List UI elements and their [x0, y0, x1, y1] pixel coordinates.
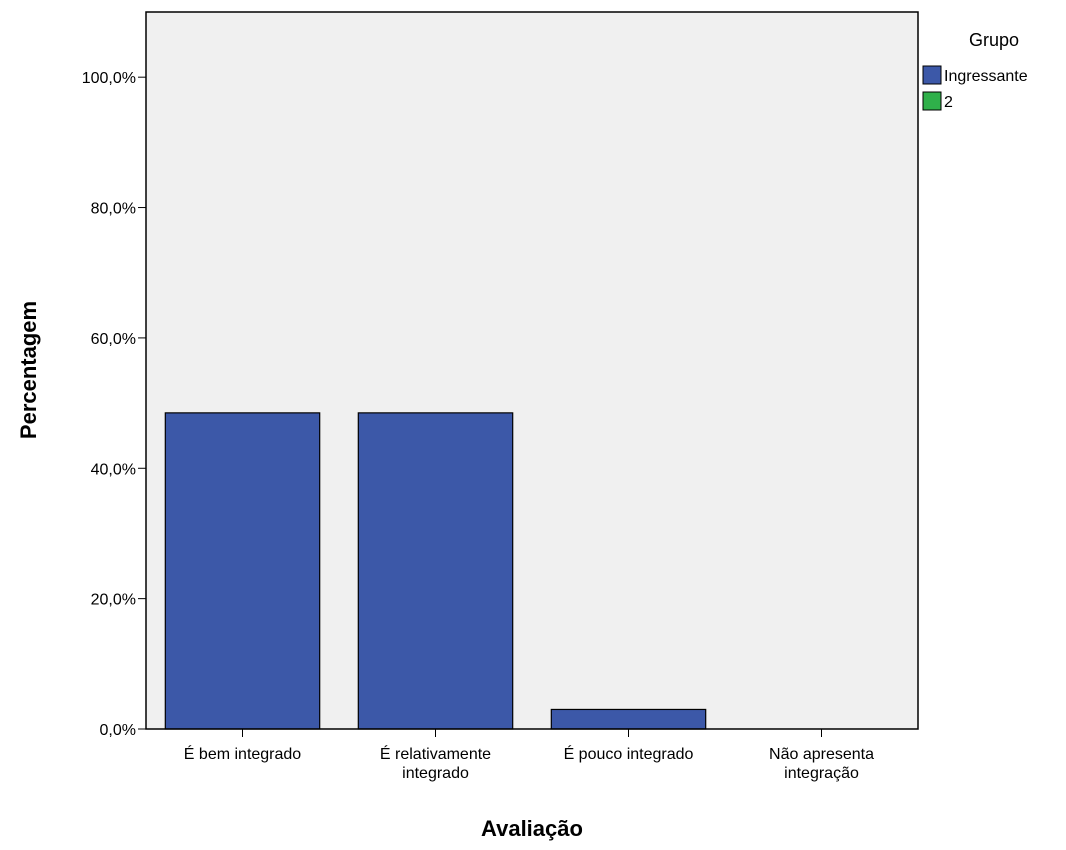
legend-entry-label: Ingressante	[944, 68, 1028, 85]
legend-title: Grupo	[969, 30, 1019, 50]
y-tick-label: 20,0%	[91, 592, 136, 609]
x-tick-label: Não apresenta integração	[769, 746, 874, 782]
x-tick-label: É pouco integrado	[564, 744, 694, 763]
bar	[550, 708, 707, 730]
legend-entry-label: 2	[944, 94, 953, 111]
y-tick-label: 0,0%	[100, 722, 136, 739]
legend-swatch	[922, 65, 942, 85]
plot-frame	[145, 11, 919, 730]
x-tick-label: É bem integrado	[184, 744, 302, 763]
y-tick-label: 80,0%	[91, 201, 136, 218]
y-tick-label: 60,0%	[91, 331, 136, 348]
x-axis-label: Avaliação	[481, 816, 583, 841]
legend: Grupo Ingressante 2	[922, 30, 1028, 111]
bar	[357, 412, 514, 730]
x-axis: É bem integrado É relativamente integrado É…	[184, 729, 874, 782]
bar	[164, 412, 321, 730]
bars	[164, 412, 707, 730]
legend-swatch	[922, 91, 942, 111]
y-tick-label: 100,0%	[82, 70, 136, 87]
y-axis-label: Percentagem	[16, 301, 41, 439]
y-tick-label: 40,0%	[91, 461, 136, 478]
x-tick-label: É relativamente integrado	[380, 744, 491, 782]
y-axis: 0,0% 20,0% 40,0% 60,0% 80,0% 100,0%	[82, 70, 146, 739]
